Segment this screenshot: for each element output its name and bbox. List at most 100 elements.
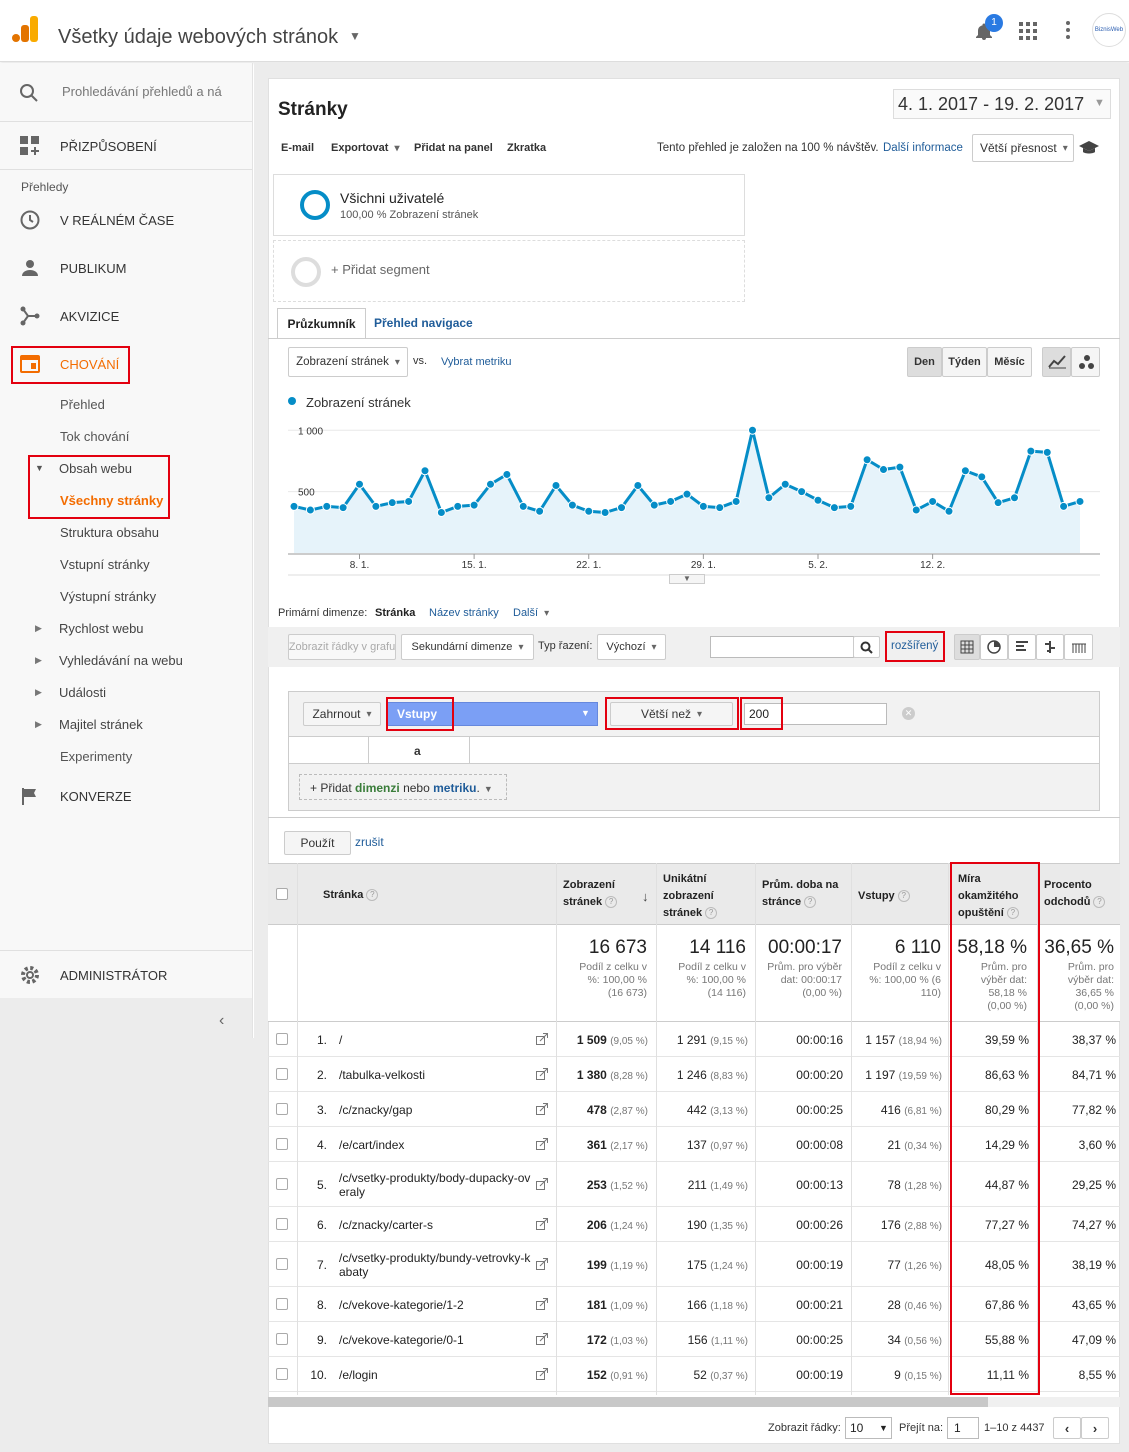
row-checkbox[interactable] (276, 1177, 288, 1190)
prev-page-button[interactable]: ‹ (1053, 1417, 1081, 1439)
sidebar-item-audience[interactable]: PUBLIKUM (0, 248, 252, 288)
dimension-page[interactable]: Stránka (375, 607, 416, 619)
column-header-entrances[interactable]: Vstupy? (858, 888, 910, 905)
sort-type-select[interactable]: Výchozí (597, 634, 666, 660)
open-page-icon[interactable] (536, 1367, 548, 1380)
open-page-icon[interactable] (536, 1032, 548, 1045)
row-checkbox[interactable] (276, 1102, 288, 1115)
sidebar-subitem-site-content[interactable]: Obsah webu (59, 461, 132, 476)
avatar[interactable]: BiznisWeb (1092, 13, 1126, 47)
more-vert-icon[interactable] (1066, 21, 1070, 39)
period-day-button[interactable]: Den (907, 347, 942, 377)
apps-grid-icon[interactable] (1019, 22, 1037, 40)
sidebar-item-realtime[interactable]: V REÁLNÉM ČASE (0, 200, 252, 240)
open-page-icon[interactable] (536, 1102, 548, 1115)
metric-select[interactable]: Zobrazení stránek (288, 347, 408, 377)
open-page-icon[interactable] (536, 1177, 548, 1190)
view-performance-button[interactable] (1008, 634, 1036, 660)
sidebar-subitem-site-search[interactable]: Vyhledávání na webu (59, 653, 183, 668)
row-page-link[interactable]: /c/znacky/gap (339, 1102, 413, 1117)
open-page-icon[interactable] (536, 1067, 548, 1080)
sidebar-item-acquisition[interactable]: AKVIZICE (0, 296, 252, 336)
column-header-pageviews[interactable]: Zobrazení stránek? (563, 877, 633, 911)
open-page-icon[interactable] (536, 1297, 548, 1310)
date-range-picker[interactable]: 4. 1. 2017 - 19. 2. 2017 (893, 89, 1111, 119)
select-metric-link[interactable]: Vybrat metriku (441, 356, 512, 368)
remove-filter-icon[interactable]: ✕ (902, 707, 915, 720)
row-checkbox[interactable] (276, 1257, 288, 1270)
sidebar-item-admin[interactable]: ADMINISTRÁTOR (0, 955, 252, 995)
rows-per-page-select[interactable]: 10 ▼ (845, 1417, 892, 1439)
dimension-more[interactable]: Další (513, 607, 549, 619)
property-title[interactable]: Všetky údaje webových stránok (58, 26, 339, 48)
row-page-link[interactable]: /e/cart/index (339, 1137, 405, 1152)
row-checkbox[interactable] (276, 1067, 288, 1080)
sidebar-subitem-all-pages[interactable]: Všechny stránky (60, 493, 164, 508)
open-page-icon[interactable] (536, 1217, 548, 1230)
table-search-input[interactable] (710, 636, 854, 658)
sidebar-item-conversions[interactable]: KONVERZE (0, 776, 252, 816)
apply-filter-button[interactable]: Použít (284, 831, 351, 855)
precision-select[interactable]: Větší přesnost (972, 134, 1074, 162)
filter-dimension-select[interactable]: Vstupy ▼ (387, 702, 598, 726)
horizontal-scrollbar[interactable] (268, 1397, 1120, 1407)
add-filter-button[interactable]: + Přidat dimenzi nebo metriku. ▼ (299, 774, 507, 800)
table-search-button[interactable] (853, 636, 880, 658)
more-info-link[interactable]: Další informace (883, 142, 963, 154)
filter-value-input[interactable]: 200 (744, 703, 887, 725)
open-page-icon[interactable] (536, 1257, 548, 1270)
select-all-checkbox[interactable] (276, 888, 288, 900)
sidebar-item-behavior[interactable]: CHOVÁNÍ (0, 344, 252, 384)
tab-explorer[interactable]: Průzkumník (277, 308, 366, 339)
sidebar-subitem-overview[interactable]: Přehled (60, 397, 105, 412)
view-table-button[interactable] (954, 634, 980, 660)
secondary-dimension-select[interactable]: Sekundární dimenze (401, 634, 534, 660)
view-pie-button[interactable] (980, 634, 1008, 660)
sidebar-subitem-exit-pages[interactable]: Výstupní stránky (60, 589, 157, 604)
email-button[interactable]: E-mail (281, 142, 315, 154)
chart-resize-handle[interactable]: ▼ (669, 574, 705, 584)
row-page-link[interactable]: /c/vekove-kategorie/0-1 (339, 1332, 464, 1347)
row-page-link[interactable]: /e/login (339, 1367, 378, 1382)
help-icon[interactable]: ? (366, 889, 379, 902)
motion-chart-toggle[interactable] (1071, 347, 1100, 377)
sidebar-subitem-experiments[interactable]: Experimenty (60, 749, 133, 764)
sidebar-subitem-events[interactable]: Události (59, 685, 106, 700)
export-button[interactable]: Exportovat (331, 142, 400, 154)
column-header-avg-time[interactable]: Prům. doba na stránce? (762, 877, 842, 911)
period-month-button[interactable]: Měsíc (987, 347, 1032, 377)
add-to-dashboard-button[interactable]: Přidat na panel (414, 142, 493, 154)
sort-arrow-icon[interactable]: ↓ (642, 889, 649, 904)
help-icon[interactable]: ? (804, 896, 817, 909)
sidebar-item-customize[interactable]: PŘIZPŮSOBENÍ (0, 126, 252, 166)
tab-navigation-summary[interactable]: Přehled navigace (374, 316, 473, 330)
column-header-page[interactable]: Stránka? (323, 887, 379, 904)
sidebar-search-input[interactable]: Prohledávání přehledů a ná (62, 84, 222, 99)
next-page-button[interactable]: › (1081, 1417, 1109, 1439)
advanced-filter-link[interactable]: rozšířený (891, 640, 939, 652)
cancel-filter-link[interactable]: zrušit (355, 835, 384, 849)
row-page-link[interactable]: /c/vsetky-produkty/body-dupacky-overaly (339, 1170, 531, 1199)
help-icon[interactable]: ? (897, 890, 910, 903)
row-page-link[interactable]: / (339, 1032, 343, 1047)
open-page-icon[interactable] (536, 1137, 548, 1150)
shortcut-button[interactable]: Zkratka (507, 142, 547, 154)
search-icon[interactable] (19, 83, 39, 103)
collapse-sidebar-icon[interactable]: ‹ (219, 1012, 225, 1029)
row-page-link[interactable]: /c/znacky/carter-s (339, 1217, 434, 1232)
open-page-icon[interactable] (536, 1332, 548, 1345)
line-chart-toggle[interactable] (1042, 347, 1071, 377)
property-dropdown-icon[interactable]: ▼ (349, 29, 361, 43)
add-segment-card[interactable]: + Přidat segment (273, 240, 745, 302)
segment-card[interactable]: Všichni uživatelé 100,00 % Zobrazení str… (273, 174, 745, 236)
date-dropdown-icon[interactable]: ▼ (1094, 97, 1105, 109)
column-header-bounce-rate[interactable]: Míra okamžitého opuštění? (958, 871, 1030, 922)
filter-condition-select[interactable]: Větší než (610, 702, 733, 726)
sidebar-subitem-landing-pages[interactable]: Vstupní stránky (60, 557, 150, 572)
row-checkbox[interactable] (276, 1217, 288, 1230)
row-checkbox[interactable] (276, 1367, 288, 1380)
row-checkbox[interactable] (276, 1137, 288, 1150)
graduation-cap-icon[interactable] (1078, 140, 1100, 156)
row-checkbox[interactable] (276, 1297, 288, 1310)
sidebar-subitem-behavior-flow[interactable]: Tok chování (60, 429, 130, 444)
